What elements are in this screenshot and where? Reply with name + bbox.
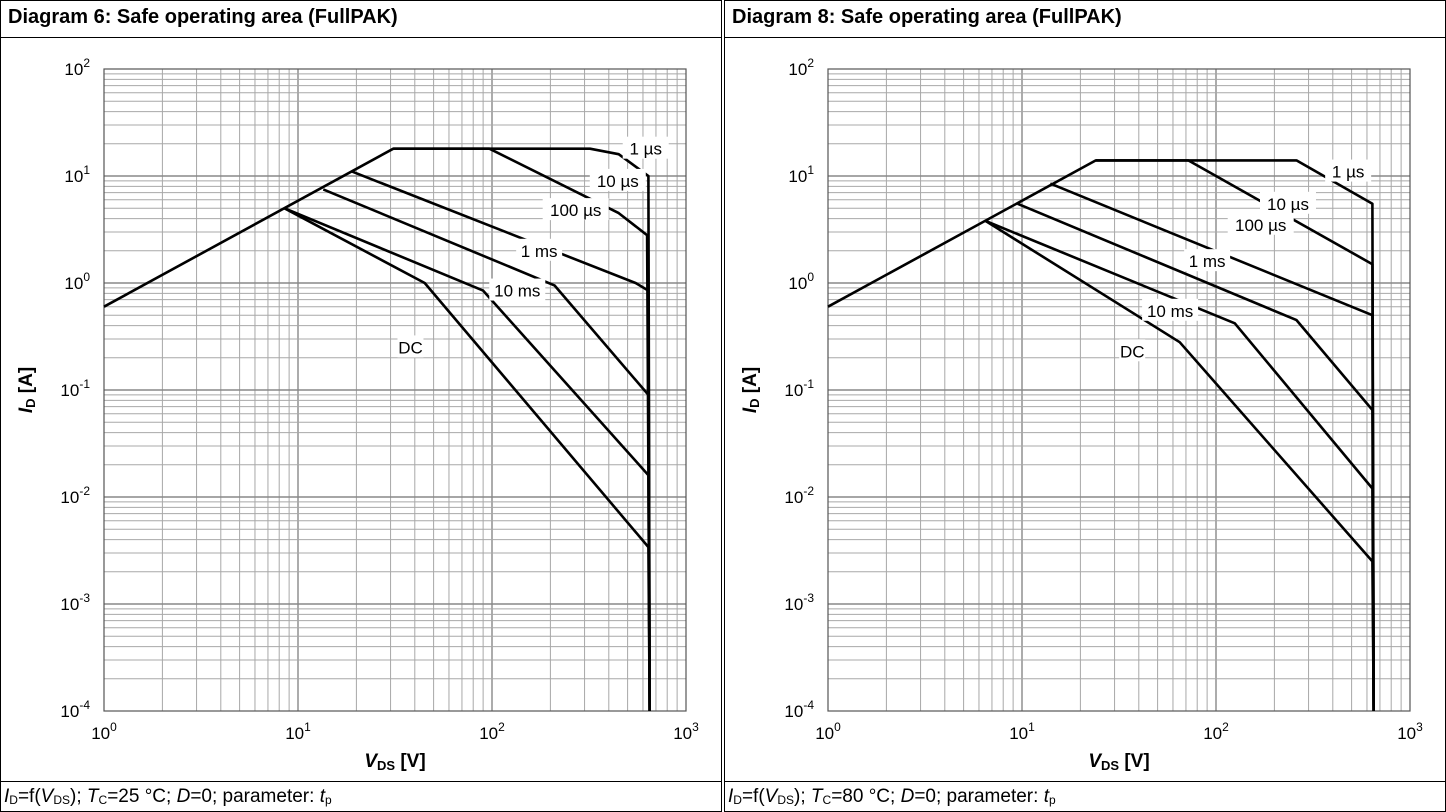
caption-v-sub: DS [777, 793, 795, 807]
y-tick-label: 10-1 [60, 377, 90, 400]
caption-tp-sub: p [1048, 793, 1056, 807]
x-tick-label: 101 [285, 720, 311, 743]
y-tick-label: 102 [64, 56, 90, 79]
chart-plot: 100 101 102 103 102 101 100 10-1 10-2 10-3 10-4 VDS… [740, 56, 1423, 773]
caption-id-sub: D [9, 793, 18, 807]
y-tick-label: 101 [788, 163, 814, 186]
y-tick-label: 10-3 [60, 591, 90, 614]
curve-label: DC [397, 335, 424, 358]
y-tick-label: 10-4 [60, 698, 90, 721]
x-axis-label: VDS [V] [364, 751, 425, 773]
caption-tp: t [319, 786, 325, 807]
chart-plot: 100 101 102 103 102 101 100 10-1 10-2 10-3 10-4 VDS… [16, 56, 699, 773]
plot-frame [827, 68, 1411, 712]
curve-label-text: 10 ms [494, 282, 540, 301]
caption-id: I [4, 786, 10, 807]
grid [828, 69, 1410, 711]
y-tick-label: 10-4 [784, 698, 814, 721]
x-tick-label: 103 [1397, 720, 1423, 743]
series-line [283, 207, 651, 712]
caption-d: D [176, 786, 191, 807]
chart-caption: ID=f(VDS); TC=80 °C; D=0; parameter: tp [724, 781, 1446, 812]
caption-tc-val: =25 °C; [107, 786, 177, 807]
curve-label-text: 10 µs [597, 172, 639, 191]
y-axis-label: ID [A] [740, 367, 762, 413]
plot-frame [103, 68, 687, 712]
chart-title: Diagram 6: Safe operating area (FullPAK) [0, 0, 722, 38]
x-tick-label: 102 [479, 720, 505, 743]
curve-label-text: 10 µs [1267, 195, 1309, 214]
caption-tc-pre: ); [70, 786, 87, 807]
curve-label: 10 µs [589, 168, 646, 191]
curve-label-text: 100 µs [550, 201, 601, 220]
y-tick-label: 10-2 [60, 484, 90, 507]
curve-label: 10 ms [1142, 298, 1199, 321]
curve-label-text: 1 µs [1332, 163, 1364, 182]
caption-tp-sub: p [324, 793, 332, 807]
curve-label: DC [1119, 339, 1146, 362]
chart-caption: ID=f(VDS); TC=25 °C; D=0; parameter: tp [0, 781, 722, 812]
caption-t: T [86, 786, 99, 807]
x-tick-label: 100 [815, 720, 841, 743]
caption-v: V [764, 786, 778, 807]
chart-panel-diagram-8: Diagram 8: Safe operating area (FullPAK)… [724, 0, 1446, 812]
curve-label-text: DC [1120, 342, 1145, 361]
y-tick-label: 102 [788, 56, 814, 79]
caption-v-sub: DS [53, 793, 71, 807]
curve-label: 100 µs [542, 198, 609, 221]
caption-tc-pre: ); [794, 786, 811, 807]
curve-label-text: 10 ms [1147, 302, 1193, 321]
caption-t: T [810, 786, 823, 807]
curve-label-text: 1 ms [521, 242, 558, 261]
caption-d: D [900, 786, 915, 807]
curve-label: 10 ms [489, 278, 546, 301]
curve-label-text: 1 µs [629, 140, 661, 159]
x-axis-label: VDS [V] [1088, 751, 1149, 773]
caption-rest: =0; parameter: [914, 786, 1044, 807]
chart-title: Diagram 8: Safe operating area (FullPAK) [724, 0, 1446, 38]
curve-label: 10 µs [1259, 191, 1316, 214]
y-tick-label: 100 [788, 270, 814, 293]
y-tick-label: 10-2 [784, 484, 814, 507]
curve-label: 1 ms [1184, 249, 1231, 272]
caption-id-sub: D [733, 793, 742, 807]
x-tick-label: 101 [1009, 720, 1035, 743]
y-tick-label: 100 [64, 270, 90, 293]
y-tick-label: 10-1 [784, 377, 814, 400]
curve-label: 100 µs [1227, 212, 1294, 235]
curve-label: 1 ms [516, 238, 563, 261]
caption-tp: t [1043, 786, 1049, 807]
series-line [103, 147, 651, 712]
y-axis-label: ID [A] [16, 367, 38, 413]
caption-rest: =0; parameter: [190, 786, 320, 807]
curve-label: 1 µs [622, 136, 669, 159]
caption-id: I [728, 786, 734, 807]
caption-tc-val: =80 °C; [831, 786, 901, 807]
x-tick-label: 103 [673, 720, 699, 743]
caption-eq: =f( [741, 786, 765, 807]
chart-panel-diagram-6: Diagram 6: Safe operating area (FullPAK)… [0, 0, 722, 812]
caption-eq: =f( [17, 786, 41, 807]
x-tick-label: 100 [91, 720, 117, 743]
y-tick-label: 101 [64, 163, 90, 186]
caption-t-sub: C [98, 793, 108, 807]
x-tick-label: 102 [1203, 720, 1229, 743]
series-group [103, 147, 651, 712]
y-tick-label: 10-3 [784, 591, 814, 614]
curve-label-text: 100 µs [1235, 216, 1286, 235]
grid [104, 69, 686, 711]
series-line [985, 219, 1375, 712]
curve-label-text: DC [398, 338, 423, 357]
curve-label: 1 µs [1325, 159, 1372, 182]
curve-label-text: 1 ms [1189, 252, 1226, 271]
caption-t-sub: C [822, 793, 832, 807]
caption-v: V [40, 786, 54, 807]
